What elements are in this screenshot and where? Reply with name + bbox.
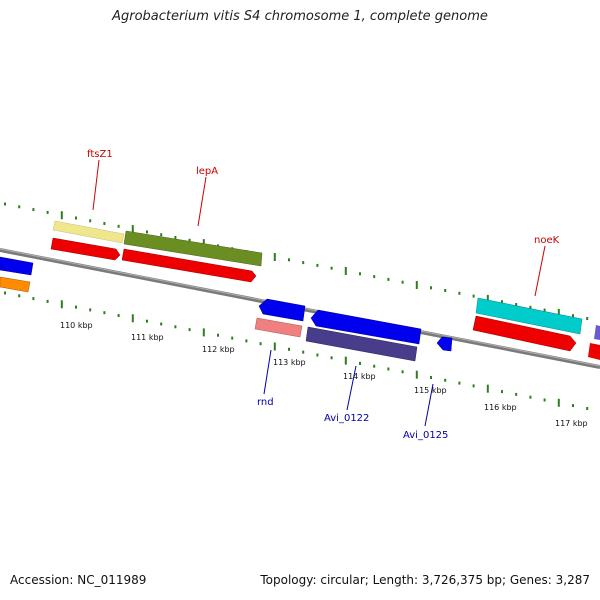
gene-feature [594,325,600,340]
gene-feature [50,237,121,261]
gene-feature [254,317,303,338]
gene-feature [436,336,453,352]
gene-label: rnd [257,397,274,408]
gene-label: lepA [196,166,218,177]
gene-label: ftsZ1 [87,149,113,160]
gene-feature [588,343,600,360]
gene-feature [121,248,257,283]
genome-stats: Topology: circular; Length: 3,726,375 bp… [260,573,590,587]
scale-labels: 110 kbp 111 kbp 112 kbp 113 kbp 114 kbp … [60,321,588,428]
gene-label: Avi_0122 [324,413,369,424]
gene-feature [472,315,577,352]
gene-feature [475,297,583,335]
outer-tick-row [4,202,589,320]
scale-label: 115 kbp [414,386,447,395]
scale-label: 117 kbp [555,419,588,428]
gene-feature [123,230,263,267]
scale-label: 111 kbp [131,333,164,342]
gene-feature [305,326,418,362]
gene-feature [258,298,306,322]
map-title: Agrobacterium vitis S4 chromosome 1, com… [112,9,488,24]
features-lower[interactable] [254,298,453,362]
scale-label: 110 kbp [60,321,93,330]
inner-tick-row [4,291,589,410]
scale-label: 112 kbp [202,345,235,354]
features-upper[interactable] [0,220,600,360]
accession-text: Accession: NC_011989 [10,573,147,587]
scale-label: 113 kbp [273,358,306,367]
gene-feature [52,220,125,244]
gene-feature [310,309,422,345]
gene-feature [0,276,31,293]
gene-label: Avi_0125 [403,430,448,441]
gene-label: noeK [534,235,560,246]
scale-label: 116 kbp [484,403,517,412]
gene-feature [0,256,34,276]
scale-label: 114 kbp [343,372,376,381]
gene-labels[interactable]: ftsZ1 lepA noeK rnd Avi_0122 Avi_0125 [87,149,560,441]
label-leaders [92,159,546,427]
